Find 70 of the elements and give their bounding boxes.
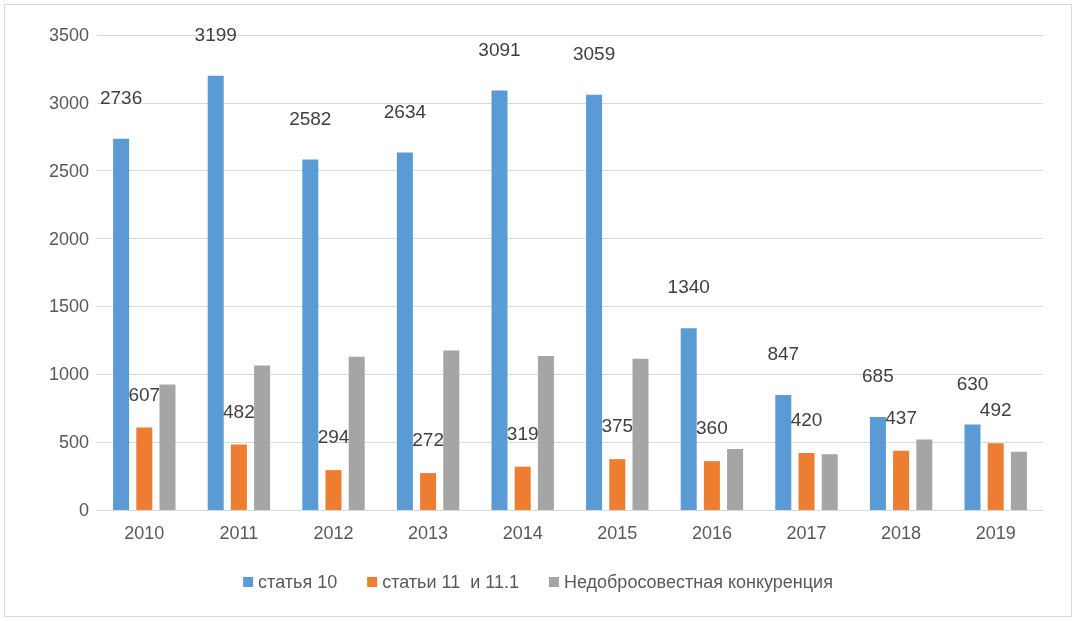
bar — [348, 356, 365, 510]
bar — [514, 466, 531, 510]
bar — [443, 350, 460, 510]
y-tick-label: 3000 — [48, 92, 89, 113]
data-label: 607 — [128, 383, 161, 405]
x-tick-label: 2010 — [124, 523, 165, 543]
bar — [821, 454, 838, 510]
bar — [491, 90, 508, 510]
data-label: 492 — [979, 399, 1012, 421]
bar — [632, 358, 649, 510]
bar — [798, 453, 815, 510]
bar — [396, 152, 413, 510]
data-label: 1340 — [667, 276, 710, 298]
data-label: 2736 — [99, 86, 143, 108]
y-tick-label: 0 — [78, 500, 89, 520]
y-tick-label: 500 — [58, 432, 89, 453]
data-label: 2634 — [383, 100, 427, 122]
data-label: 437 — [885, 406, 917, 428]
bar — [1010, 451, 1027, 510]
bar — [537, 355, 554, 510]
bar — [302, 159, 319, 510]
x-tick-label: 2015 — [597, 523, 638, 543]
data-label: 3091 — [478, 38, 521, 60]
data-label: 3059 — [572, 42, 616, 64]
data-label: 272 — [412, 429, 444, 451]
bar — [869, 417, 886, 510]
bar — [964, 424, 981, 510]
data-label: 847 — [767, 343, 800, 365]
bar — [113, 138, 130, 510]
x-tick-label: 2013 — [408, 523, 449, 543]
data-label: 294 — [317, 426, 350, 448]
x-tick-label: 2011 — [219, 523, 259, 543]
y-tick-label: 1000 — [48, 364, 89, 385]
data-label: 685 — [862, 365, 894, 387]
x-tick-label: 2012 — [313, 523, 354, 543]
x-tick-label: 2014 — [502, 523, 543, 543]
data-label: 3199 — [194, 23, 237, 45]
legend-label: Недобросовестная конкуренция — [563, 572, 833, 592]
data-label: 360 — [696, 417, 728, 439]
bar — [230, 444, 247, 510]
bar — [609, 459, 626, 510]
bar — [254, 365, 271, 510]
data-label: 2582 — [289, 107, 332, 129]
bar — [325, 470, 342, 510]
y-tick-label: 2500 — [48, 160, 89, 181]
bar — [775, 395, 792, 510]
bar — [136, 427, 153, 510]
bar — [159, 384, 176, 510]
bar — [916, 439, 933, 510]
x-tick-label: 2018 — [881, 523, 922, 543]
bar — [586, 94, 603, 510]
x-tick-label: 2016 — [691, 523, 732, 543]
y-tick-label: 2000 — [48, 228, 89, 249]
bar — [703, 461, 720, 510]
y-tick-label: 1500 — [48, 296, 89, 317]
data-label: 420 — [790, 409, 823, 430]
bar — [680, 328, 697, 510]
data-label: 630 — [956, 372, 989, 394]
bar — [420, 473, 437, 510]
bar — [727, 448, 744, 510]
x-tick-label: 2017 — [786, 523, 827, 543]
data-label: 319 — [506, 422, 539, 444]
y-tick-label: 3500 — [48, 25, 89, 45]
data-label: 375 — [601, 415, 634, 437]
bar — [893, 450, 910, 510]
bar — [207, 75, 224, 510]
bar — [987, 443, 1004, 510]
legend-label: статья 10 — [258, 572, 338, 592]
legend-label: статьи 11 и 11.1 — [382, 572, 519, 592]
x-tick-label: 2019 — [975, 523, 1016, 543]
